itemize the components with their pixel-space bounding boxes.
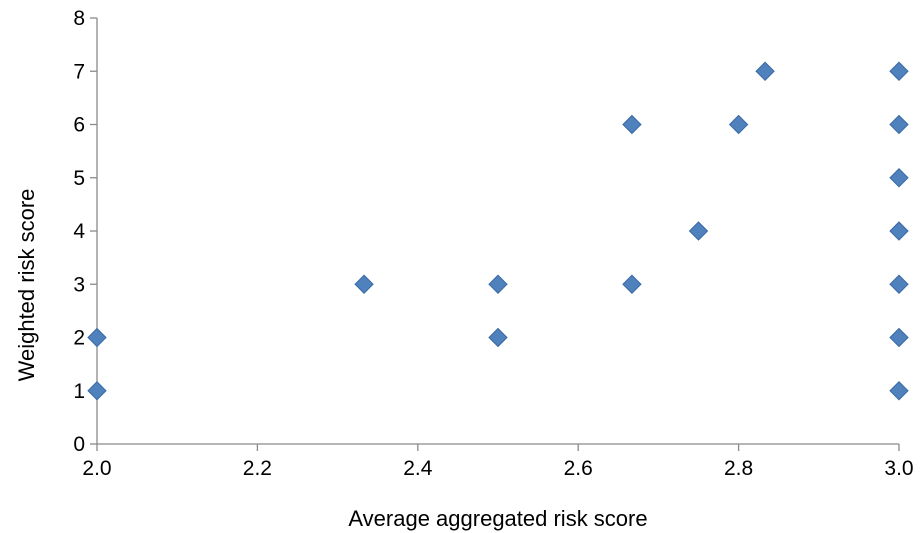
y-tick-label: 6 — [73, 114, 85, 137]
data-point — [354, 274, 374, 294]
y-axis-title: Weighted risk score — [14, 189, 39, 382]
y-axis: 0 1 2 3 4 5 6 7 8 — [73, 7, 98, 456]
y-tick-label: 3 — [73, 273, 85, 296]
data-point — [728, 114, 749, 135]
data-point — [622, 274, 642, 294]
y-tick-label: 4 — [73, 220, 85, 243]
data-point — [889, 381, 909, 401]
data-point — [889, 327, 909, 348]
y-tick-label: 0 — [73, 433, 85, 456]
data-points — [87, 61, 909, 401]
data-point — [889, 274, 909, 294]
y-tick-label: 1 — [73, 380, 85, 403]
x-axis: 2.0 2.2 2.4 2.6 2.8 3.0 — [82, 443, 914, 480]
x-tick-label: 2.0 — [82, 457, 111, 480]
data-point — [889, 221, 909, 241]
data-point — [688, 221, 709, 241]
x-tick-label: 2.8 — [724, 457, 753, 480]
data-point — [889, 114, 909, 135]
data-point — [889, 61, 909, 81]
data-point — [87, 327, 107, 348]
x-tick-label: 3.0 — [884, 457, 913, 480]
data-point — [755, 61, 775, 81]
data-point — [622, 114, 642, 135]
data-point — [87, 381, 107, 401]
x-axis-title: Average aggregated risk score — [348, 506, 647, 531]
data-point — [889, 168, 909, 188]
y-tick-label: 7 — [73, 60, 85, 83]
x-tick-label: 2.6 — [564, 457, 593, 480]
data-point — [488, 274, 508, 294]
x-tick-label: 2.2 — [243, 457, 272, 480]
y-tick-label: 2 — [73, 327, 85, 350]
y-tick-label: 5 — [73, 167, 85, 190]
data-point — [488, 327, 508, 348]
x-tick-label: 2.4 — [403, 457, 433, 480]
y-tick-label: 8 — [73, 7, 85, 30]
